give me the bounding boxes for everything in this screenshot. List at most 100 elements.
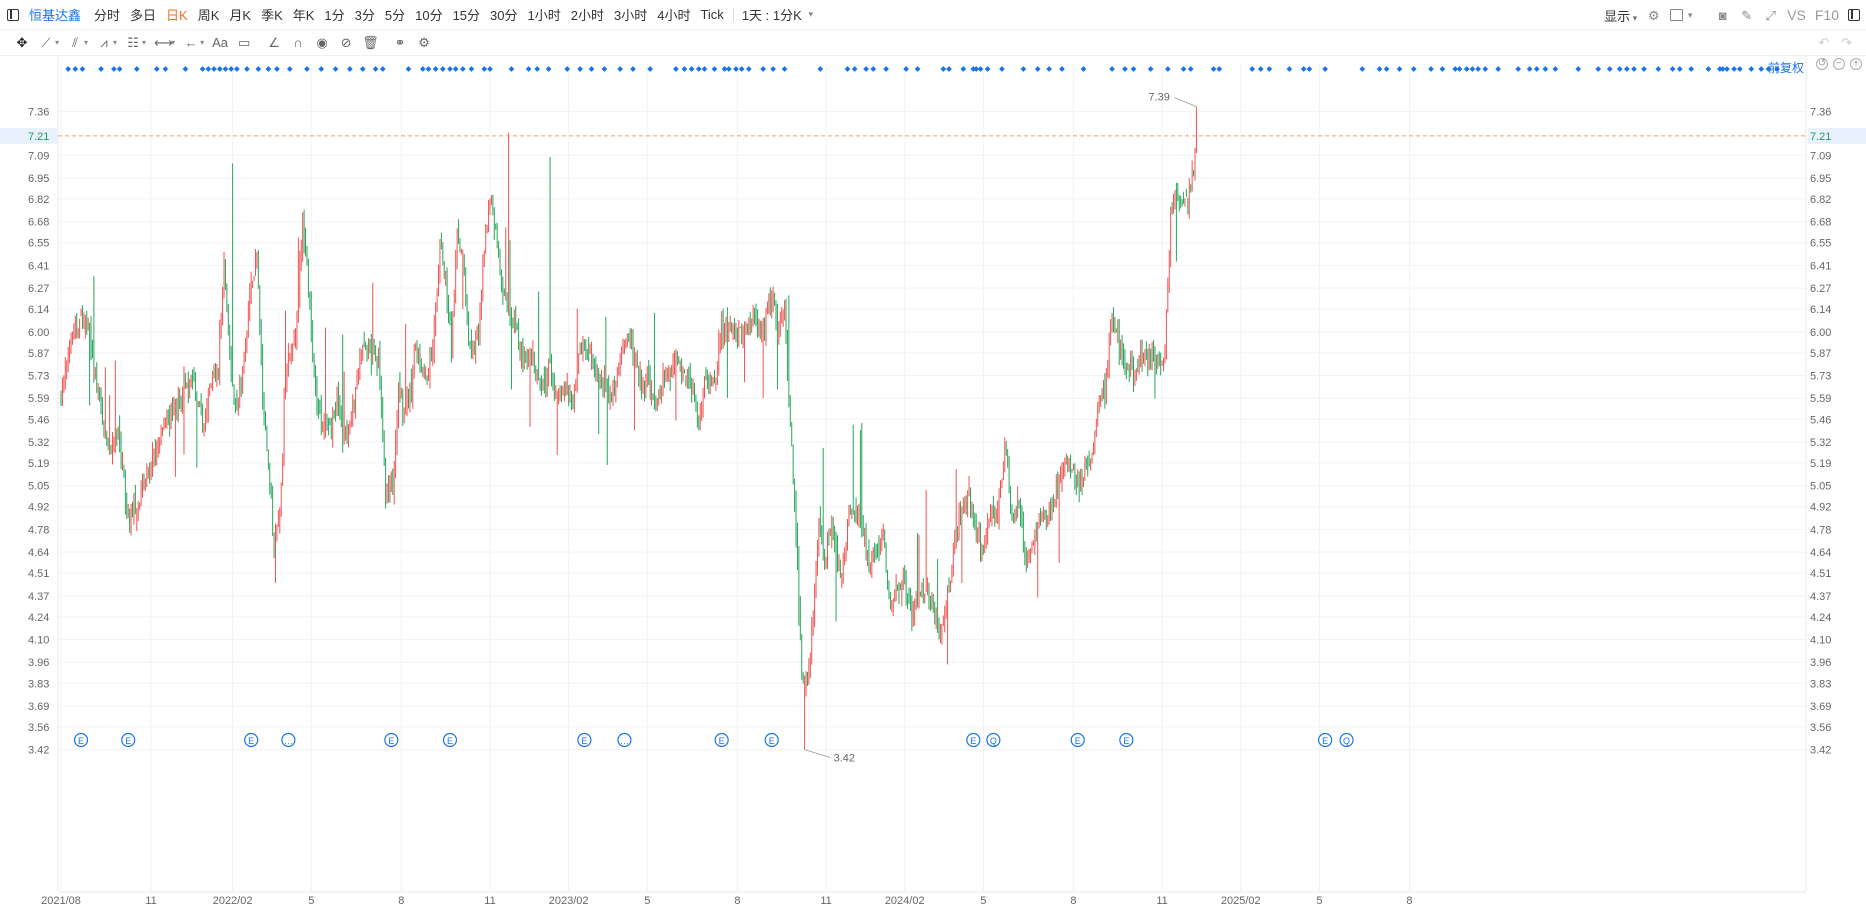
event-marker-bottom[interactable] [1339,732,1354,748]
event-marker-top[interactable] [116,66,123,72]
event-marker-top[interactable] [844,66,851,72]
event-marker-top[interactable] [564,66,571,72]
undo-icon[interactable]: ↶ [1818,35,1830,50]
event-marker-top[interactable] [1376,66,1383,72]
event-marker-top[interactable] [425,66,432,72]
event-marker-top[interactable] [746,66,752,72]
event-marker-top[interactable] [1034,66,1041,72]
period-tab[interactable]: 2小时 [570,8,604,23]
event-marker-top[interactable] [1210,66,1217,72]
event-marker-top[interactable] [760,66,766,72]
period-tab[interactable]: 15分 [452,8,481,23]
event-marker-top[interactable] [153,66,160,72]
text-tool[interactable]: Aa [212,35,228,50]
event-marker-top[interactable] [1059,66,1065,72]
period-tab[interactable]: 1小时 [527,8,561,23]
chevron-down-icon[interactable]: ▾ [808,9,814,19]
event-marker-top[interactable] [255,66,262,72]
event-marker-top[interactable] [405,66,412,72]
event-marker-top[interactable] [525,66,532,72]
event-marker-top[interactable] [468,66,475,72]
event-marker-top[interactable] [1533,66,1540,72]
reset-icon[interactable]: ↺ [1816,58,1828,70]
event-marker-top[interactable] [1456,66,1463,72]
f10-button[interactable]: F10 [1814,7,1839,23]
period-tab[interactable]: 10分 [415,8,443,23]
event-marker-top[interactable] [883,66,889,72]
event-marker-top[interactable] [534,66,541,72]
event-marker-top[interactable] [1482,66,1489,72]
event-marker-top[interactable] [1716,66,1723,72]
event-marker-bottom[interactable] [966,732,981,748]
event-marker-top[interactable] [1080,66,1087,72]
event-marker-top[interactable] [545,66,552,72]
event-marker-top[interactable] [1396,66,1403,72]
event-marker-top[interactable] [1322,66,1328,72]
period-tab[interactable]: 季K [261,8,283,23]
event-marker-top[interactable] [1469,66,1476,72]
event-marker-top[interactable] [1606,66,1613,72]
event-marker-top[interactable] [1542,66,1549,72]
event-marker-top[interactable] [695,66,702,72]
vs-button[interactable]: VS [1787,7,1806,23]
event-marker-top[interactable] [588,66,595,72]
event-marker-top[interactable] [725,66,732,72]
period-tab[interactable]: 4小时 [657,8,691,23]
period-tab[interactable]: 年K [292,8,315,23]
event-marker-bottom[interactable] [1318,732,1333,748]
event-marker-top[interactable] [1383,66,1390,72]
event-marker-top[interactable] [1147,66,1154,72]
event-marker-top[interactable] [98,66,104,72]
event-marker-top[interactable] [1164,66,1171,72]
zoom-in-icon[interactable]: + [1850,58,1862,70]
event-marker-top[interactable] [601,66,608,72]
event-marker-top[interactable] [940,66,947,72]
event-marker-top[interactable] [1758,66,1765,72]
event-marker-top[interactable] [617,66,623,72]
event-marker-top[interactable] [851,66,858,72]
event-marker-top[interactable] [1452,66,1459,72]
event-marker-top[interactable] [318,66,325,72]
event-marker-top[interactable] [419,66,426,72]
event-marker-top[interactable] [244,66,250,72]
event-marker-top[interactable] [1705,66,1712,72]
event-marker-top[interactable] [1216,66,1223,72]
event-marker-top[interactable] [1719,66,1726,72]
event-marker-top[interactable] [228,66,234,72]
event-marker-top[interactable] [817,66,824,72]
event-marker-top[interactable] [1475,66,1481,72]
period-tab[interactable]: 1分 [324,8,345,23]
event-marker-top[interactable] [1439,66,1446,72]
event-marker-top[interactable] [701,66,708,72]
event-marker-top[interactable] [1020,66,1027,72]
event-marker-top[interactable] [946,66,952,72]
event-marker-bottom[interactable] [764,732,779,748]
layout-icon[interactable] [1670,9,1684,21]
period-tab[interactable]: 月K [229,8,252,23]
event-marker-bottom[interactable] [281,732,296,748]
event-marker-top[interactable] [688,66,695,72]
zoom-out-icon[interactable]: − [1833,58,1845,70]
period-selector[interactable]: 1天 : 1分K [741,8,802,23]
event-marker-top[interactable] [1526,66,1533,72]
hide-tool[interactable]: ⊘ [338,35,354,51]
event-marker-top[interactable] [673,66,679,72]
event-marker-top[interactable] [1130,66,1137,72]
event-marker-top[interactable] [234,66,240,72]
event-marker-top[interactable] [162,66,169,72]
event-marker-top[interactable] [721,66,728,72]
event-marker-top[interactable] [1669,66,1676,72]
event-marker-top[interactable] [1595,66,1602,72]
pattern-tool[interactable]: ⩘ ▾ [96,35,117,51]
event-marker-top[interactable] [1575,66,1582,72]
event-marker-top[interactable] [452,66,459,72]
event-marker-top[interactable] [1428,66,1434,72]
event-marker-top[interactable] [1676,66,1683,72]
event-marker-top[interactable] [781,66,788,72]
event-marker-bottom[interactable] [121,732,136,748]
event-marker-top[interactable] [265,66,272,72]
event-marker-bottom[interactable] [384,732,399,748]
angle-tool[interactable]: ∠ [266,35,282,51]
settings-icon[interactable]: ⚙ [1647,7,1660,23]
event-marker-bottom[interactable] [986,732,1001,748]
